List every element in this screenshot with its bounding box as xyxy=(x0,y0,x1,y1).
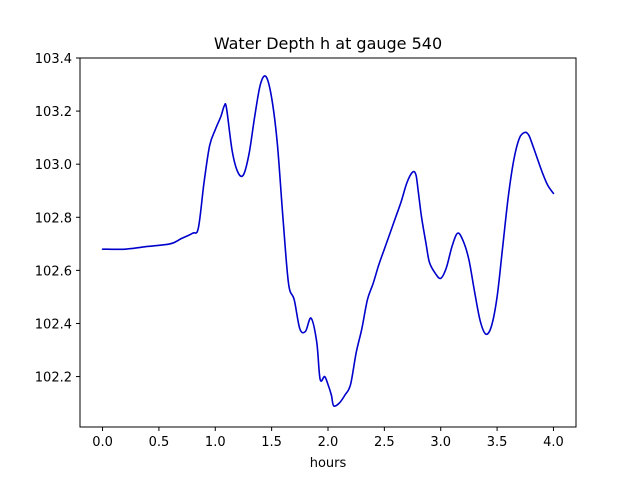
x-tick-label: 2.5 xyxy=(374,435,395,450)
x-axis-label: hours xyxy=(310,456,347,471)
y-tick-label: 102.4 xyxy=(35,317,72,332)
x-tick-label: 3.5 xyxy=(487,435,508,450)
y-tick-label: 102.2 xyxy=(35,371,72,386)
y-tick-label: 103.0 xyxy=(35,158,72,173)
x-tick-label: 3.0 xyxy=(430,435,451,450)
y-tick-label: 103.4 xyxy=(35,52,72,67)
x-tick-label: 1.5 xyxy=(261,435,282,450)
plot-area xyxy=(101,75,555,407)
x-tick-label: 2.0 xyxy=(318,435,339,450)
y-tick-label: 102.6 xyxy=(35,264,72,279)
x-tick-label: 4.0 xyxy=(543,435,564,450)
y-axis: 102.2 102.4 102.6 102.8 103.0 103.2 103.4 xyxy=(35,52,80,386)
plot-frame xyxy=(79,57,577,428)
x-axis: 0.0 0.5 1.0 1.5 2.0 2.5 3.0 3.5 4.0 xyxy=(92,427,564,450)
x-tick-label: 0.0 xyxy=(92,435,113,450)
x-tick-label: 1.0 xyxy=(205,435,226,450)
series-line-0 xyxy=(101,75,555,407)
chart-title: Water Depth h at gauge 540 xyxy=(214,34,442,53)
x-tick-label: 0.5 xyxy=(149,435,170,450)
y-tick-label: 102.8 xyxy=(35,211,72,226)
y-tick-label: 103.2 xyxy=(35,105,72,120)
